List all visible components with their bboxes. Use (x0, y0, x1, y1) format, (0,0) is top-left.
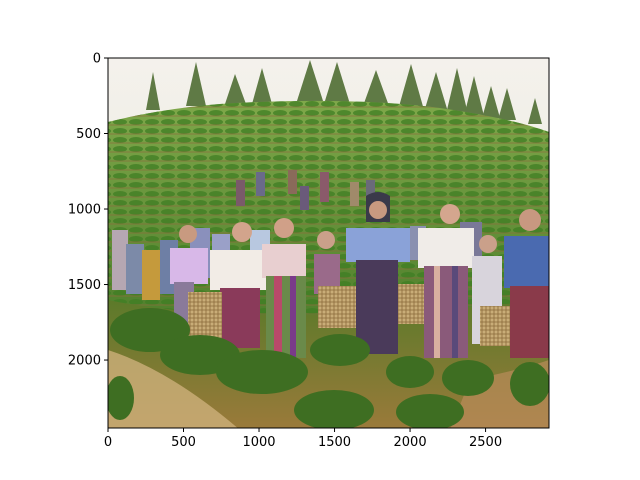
y-tick-label: 0 (93, 52, 101, 67)
y-axis: 0 500 1000 1500 2000 (68, 52, 108, 369)
photograph (108, 58, 549, 428)
y-tick-label: 1500 (68, 278, 101, 293)
foreground-pickers (170, 192, 549, 358)
x-tick-label: 2000 (394, 435, 427, 450)
x-tick-label: 2500 (469, 435, 502, 450)
ridge-trees (146, 60, 542, 124)
x-tick-label: 500 (171, 435, 196, 450)
x-axis: 0 500 1000 1500 2000 2500 (104, 428, 502, 450)
y-tick-label: 500 (76, 127, 101, 142)
x-tick-label: 1000 (242, 435, 275, 450)
axes-frame (107, 57, 550, 429)
y-tick-label: 2000 (68, 354, 101, 369)
distant-figures (236, 170, 375, 210)
y-tick-label: 1000 (68, 203, 101, 218)
x-tick-label: 1500 (318, 435, 351, 450)
x-tick-label: 0 (104, 435, 112, 450)
foreground-tea-bushes (108, 308, 549, 428)
